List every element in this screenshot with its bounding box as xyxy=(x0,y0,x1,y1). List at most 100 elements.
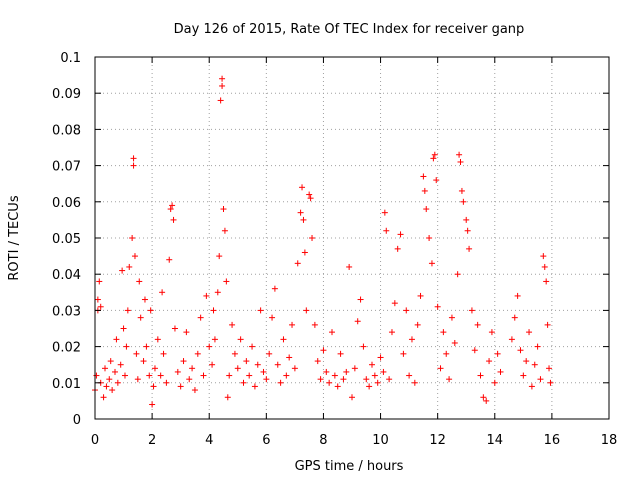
y-axis-label: ROTI / TECUs xyxy=(7,195,22,280)
data-point xyxy=(266,350,273,357)
y-tick-label: 0 xyxy=(73,413,81,428)
chart-title: Day 126 of 2015, Rate Of TEC Index for r… xyxy=(174,22,525,37)
data-point xyxy=(406,372,413,379)
data-point xyxy=(386,376,393,383)
data-point xyxy=(363,376,370,383)
data-point xyxy=(508,336,515,343)
data-point xyxy=(541,263,548,270)
data-point xyxy=(120,325,127,332)
data-point xyxy=(317,376,324,383)
data-point xyxy=(448,314,455,321)
data-point xyxy=(109,387,116,394)
data-point xyxy=(381,209,388,216)
data-point xyxy=(117,361,124,368)
data-point xyxy=(434,303,441,310)
data-point xyxy=(294,260,301,267)
plot-frame xyxy=(94,56,610,420)
data-point xyxy=(299,184,306,191)
data-point xyxy=(451,339,458,346)
data-point xyxy=(388,329,395,336)
data-point xyxy=(167,206,174,213)
data-point xyxy=(231,350,238,357)
grid-layer xyxy=(95,57,609,419)
x-tick-label: 6 xyxy=(262,433,270,448)
data-point xyxy=(331,372,338,379)
data-point xyxy=(171,325,178,332)
x-tick-label: 18 xyxy=(601,433,618,448)
y-tick-label: 0.08 xyxy=(52,123,81,138)
data-point xyxy=(260,368,267,375)
data-point xyxy=(183,329,190,336)
data-point xyxy=(191,387,198,394)
data-point xyxy=(146,372,153,379)
data-point xyxy=(133,350,140,357)
data-point xyxy=(514,292,521,299)
y-tick-label: 0.07 xyxy=(52,160,81,175)
x-tick-label: 2 xyxy=(148,433,156,448)
data-point xyxy=(119,267,126,274)
x-tick-label: 4 xyxy=(205,433,213,448)
data-point xyxy=(433,177,440,184)
data-point xyxy=(111,368,118,375)
data-point xyxy=(420,173,427,180)
data-point xyxy=(326,379,333,386)
data-point xyxy=(97,303,104,310)
x-axis-label: GPS time / hours xyxy=(295,459,404,474)
data-point xyxy=(423,206,430,213)
data-point xyxy=(329,329,336,336)
x-tick-label: 0 xyxy=(91,433,99,448)
data-point xyxy=(307,195,314,202)
data-point xyxy=(136,278,143,285)
data-point xyxy=(456,151,463,158)
data-point xyxy=(243,358,250,365)
data-point xyxy=(468,307,475,314)
data-point xyxy=(546,365,553,372)
data-point xyxy=(224,394,231,401)
data-point xyxy=(126,263,133,270)
data-point xyxy=(306,191,313,198)
data-point xyxy=(540,253,547,260)
data-point xyxy=(480,394,487,401)
data-point xyxy=(314,358,321,365)
data-point xyxy=(301,249,308,256)
data-point xyxy=(226,372,233,379)
data-point xyxy=(394,245,401,252)
data-point xyxy=(169,202,176,209)
data-point xyxy=(286,354,293,361)
data-point xyxy=(309,235,316,241)
data-point xyxy=(246,372,253,379)
data-point xyxy=(129,235,136,241)
y-tick-label: 0.03 xyxy=(52,304,81,319)
data-point xyxy=(177,383,184,390)
data-point xyxy=(383,227,390,234)
data-point xyxy=(531,361,538,368)
data-point xyxy=(458,187,465,194)
data-point xyxy=(300,216,307,223)
data-marks xyxy=(92,75,554,408)
x-tick-label: 14 xyxy=(487,433,504,448)
data-point xyxy=(523,358,530,365)
data-point xyxy=(147,307,154,314)
x-tick-label: 16 xyxy=(544,433,561,448)
data-point xyxy=(209,361,216,368)
data-point xyxy=(486,358,493,365)
data-point xyxy=(528,383,535,390)
data-point xyxy=(101,365,108,372)
data-point xyxy=(210,307,217,314)
data-point xyxy=(408,336,415,343)
data-point xyxy=(289,321,296,328)
data-point xyxy=(440,329,447,336)
data-point xyxy=(460,198,467,205)
data-point xyxy=(189,365,196,372)
data-point xyxy=(216,253,223,260)
y-tick-label: 0.01 xyxy=(52,377,81,392)
data-point xyxy=(121,372,128,379)
data-point xyxy=(428,260,435,267)
data-point xyxy=(219,82,226,89)
data-point xyxy=(421,187,428,194)
data-point xyxy=(114,379,121,386)
data-point xyxy=(466,245,473,252)
y-tick-label: 0.06 xyxy=(52,196,81,211)
y-tick-label: 0.04 xyxy=(52,268,81,283)
x-tick-label: 8 xyxy=(319,433,327,448)
